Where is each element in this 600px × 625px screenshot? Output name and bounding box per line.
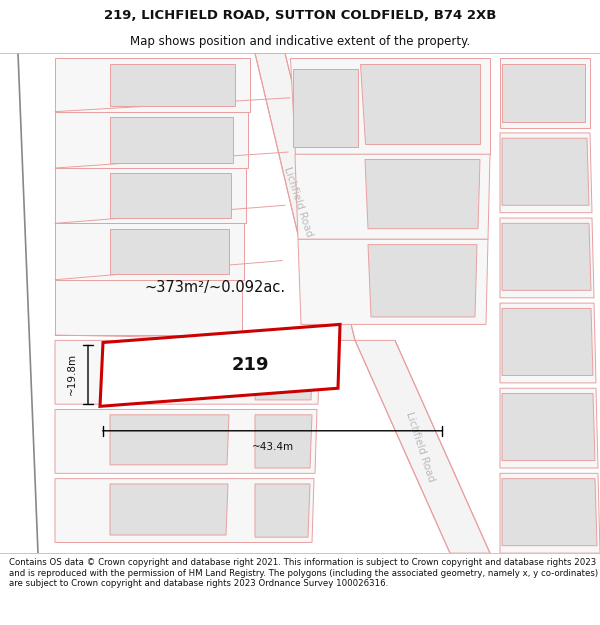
Polygon shape xyxy=(55,409,317,473)
Text: 219: 219 xyxy=(232,356,269,374)
Polygon shape xyxy=(502,64,585,122)
Polygon shape xyxy=(55,59,250,112)
Polygon shape xyxy=(110,64,235,106)
Text: 219, LICHFIELD ROAD, SUTTON COLDFIELD, B74 2XB: 219, LICHFIELD ROAD, SUTTON COLDFIELD, B… xyxy=(104,9,496,22)
Polygon shape xyxy=(110,484,228,535)
Polygon shape xyxy=(502,309,593,376)
Polygon shape xyxy=(255,415,312,468)
Text: Lichfield Road: Lichfield Road xyxy=(404,411,436,483)
Polygon shape xyxy=(500,303,596,383)
Polygon shape xyxy=(502,394,595,461)
Polygon shape xyxy=(500,133,592,212)
Polygon shape xyxy=(365,159,480,229)
Polygon shape xyxy=(500,59,590,127)
Text: Map shows position and indicative extent of the property.: Map shows position and indicative extent… xyxy=(130,35,470,48)
Polygon shape xyxy=(55,280,242,335)
Polygon shape xyxy=(500,473,600,553)
Polygon shape xyxy=(55,223,244,280)
Polygon shape xyxy=(293,69,358,147)
Text: ~43.4m: ~43.4m xyxy=(251,442,293,452)
Polygon shape xyxy=(360,64,480,144)
Polygon shape xyxy=(110,173,231,218)
Polygon shape xyxy=(298,239,488,324)
Polygon shape xyxy=(295,154,490,239)
Polygon shape xyxy=(255,346,313,400)
Polygon shape xyxy=(502,138,589,205)
Polygon shape xyxy=(255,53,355,341)
Polygon shape xyxy=(255,484,310,537)
Text: ~373m²/~0.092ac.: ~373m²/~0.092ac. xyxy=(145,279,286,294)
Text: ~19.8m: ~19.8m xyxy=(67,353,77,396)
Polygon shape xyxy=(110,415,229,465)
Polygon shape xyxy=(290,59,490,154)
Polygon shape xyxy=(355,341,490,553)
Polygon shape xyxy=(55,479,314,542)
Polygon shape xyxy=(110,346,230,396)
Polygon shape xyxy=(500,388,598,468)
Polygon shape xyxy=(502,479,597,546)
Polygon shape xyxy=(55,341,320,404)
Text: Lichfield Road: Lichfield Road xyxy=(282,166,314,238)
Polygon shape xyxy=(368,244,477,317)
Polygon shape xyxy=(55,168,246,223)
Text: Contains OS data © Crown copyright and database right 2021. This information is : Contains OS data © Crown copyright and d… xyxy=(9,558,598,588)
Polygon shape xyxy=(55,112,248,168)
Polygon shape xyxy=(502,223,591,291)
Polygon shape xyxy=(100,324,340,406)
Polygon shape xyxy=(110,229,229,274)
Polygon shape xyxy=(500,218,594,298)
Polygon shape xyxy=(110,117,233,162)
